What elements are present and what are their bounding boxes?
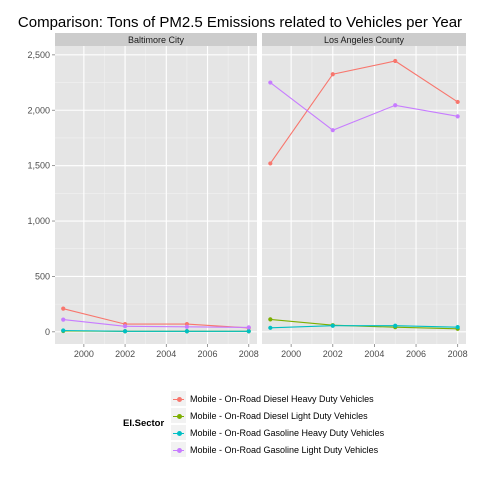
data-point xyxy=(268,317,273,322)
data-point xyxy=(268,161,273,166)
data-point xyxy=(330,128,335,133)
data-point xyxy=(184,324,190,329)
y-tick-label: 0 xyxy=(45,327,50,337)
x-tick-label: 2006 xyxy=(198,349,218,359)
facet-strip-label: Los Angeles County xyxy=(324,35,405,45)
legend-item-diesel-light: Mobile - On-Road Diesel Light Duty Vehic… xyxy=(170,407,368,424)
legend-key-gasoline-heavy xyxy=(170,424,187,441)
legend-label: Mobile - On-Road Gasoline Light Duty Veh… xyxy=(190,444,379,455)
legend-title: EI.Sector xyxy=(123,418,165,429)
legend-key-diesel-heavy xyxy=(170,390,187,407)
legend-label: Mobile - On-Road Diesel Heavy Duty Vehic… xyxy=(190,393,374,404)
y-tick-label: 1,000 xyxy=(27,216,50,226)
legend-key-diesel-light xyxy=(170,407,187,424)
series-line-1 xyxy=(63,308,249,329)
data-point xyxy=(393,103,398,108)
chart-title: Comparison: Tons of PM2.5 Emissions rela… xyxy=(17,14,463,31)
series-line-3 xyxy=(270,325,458,329)
data-point xyxy=(330,323,335,328)
y-tick-label: 2,500 xyxy=(27,50,50,60)
x-tick-label: 2002 xyxy=(115,349,135,359)
x-tick-label: 2006 xyxy=(406,349,426,359)
legend-label: Mobile - On-Road Gasoline Heavy Duty Veh… xyxy=(190,427,385,438)
data-point xyxy=(61,306,66,311)
legend-item-gasoline-heavy: Mobile - On-Road Gasoline Heavy Duty Veh… xyxy=(170,424,384,441)
facet-strip xyxy=(55,33,257,46)
x-tick-label: 2004 xyxy=(364,349,384,359)
x-tick-label: 2004 xyxy=(156,349,176,359)
data-point xyxy=(184,329,190,334)
panel-background xyxy=(55,46,257,344)
data-point xyxy=(455,99,460,105)
y-tick-label: 500 xyxy=(35,271,50,281)
data-point xyxy=(268,80,273,85)
series-line-1 xyxy=(269,60,459,164)
y-tick-label: 1,500 xyxy=(27,161,50,171)
data-point xyxy=(268,325,273,330)
legend-key-gasoline-light xyxy=(170,441,187,458)
x-tick-label: 2000 xyxy=(74,349,94,359)
data-point xyxy=(393,58,398,64)
data-point xyxy=(61,317,66,322)
data-point xyxy=(246,325,251,330)
data-point xyxy=(330,72,335,77)
data-point xyxy=(455,325,460,330)
y-tick-label: 2,000 xyxy=(27,105,50,115)
x-tick-label: 2000 xyxy=(281,349,301,359)
series-line-3 xyxy=(63,329,249,332)
data-point xyxy=(393,323,398,328)
series-line-4 xyxy=(269,82,458,131)
data-point xyxy=(61,328,66,333)
data-point xyxy=(122,329,128,334)
series-line-4 xyxy=(63,319,249,328)
data-point xyxy=(246,329,251,334)
data-point xyxy=(122,324,128,329)
panel-background xyxy=(262,46,466,344)
x-tick-label: 2008 xyxy=(448,349,468,359)
facet-strip xyxy=(262,33,466,46)
x-tick-label: 2002 xyxy=(323,349,343,359)
data-point xyxy=(455,114,460,119)
legend-item-gasoline-light: Mobile - On-Road Gasoline Light Duty Veh… xyxy=(170,441,378,458)
legend-item-diesel-heavy: Mobile - On-Road Diesel Heavy Duty Vehic… xyxy=(170,390,374,407)
x-tick-label: 2008 xyxy=(239,349,259,359)
facet-strip-label: Baltimore City xyxy=(128,35,185,45)
legend-label: Mobile - On-Road Diesel Light Duty Vehic… xyxy=(190,410,368,421)
